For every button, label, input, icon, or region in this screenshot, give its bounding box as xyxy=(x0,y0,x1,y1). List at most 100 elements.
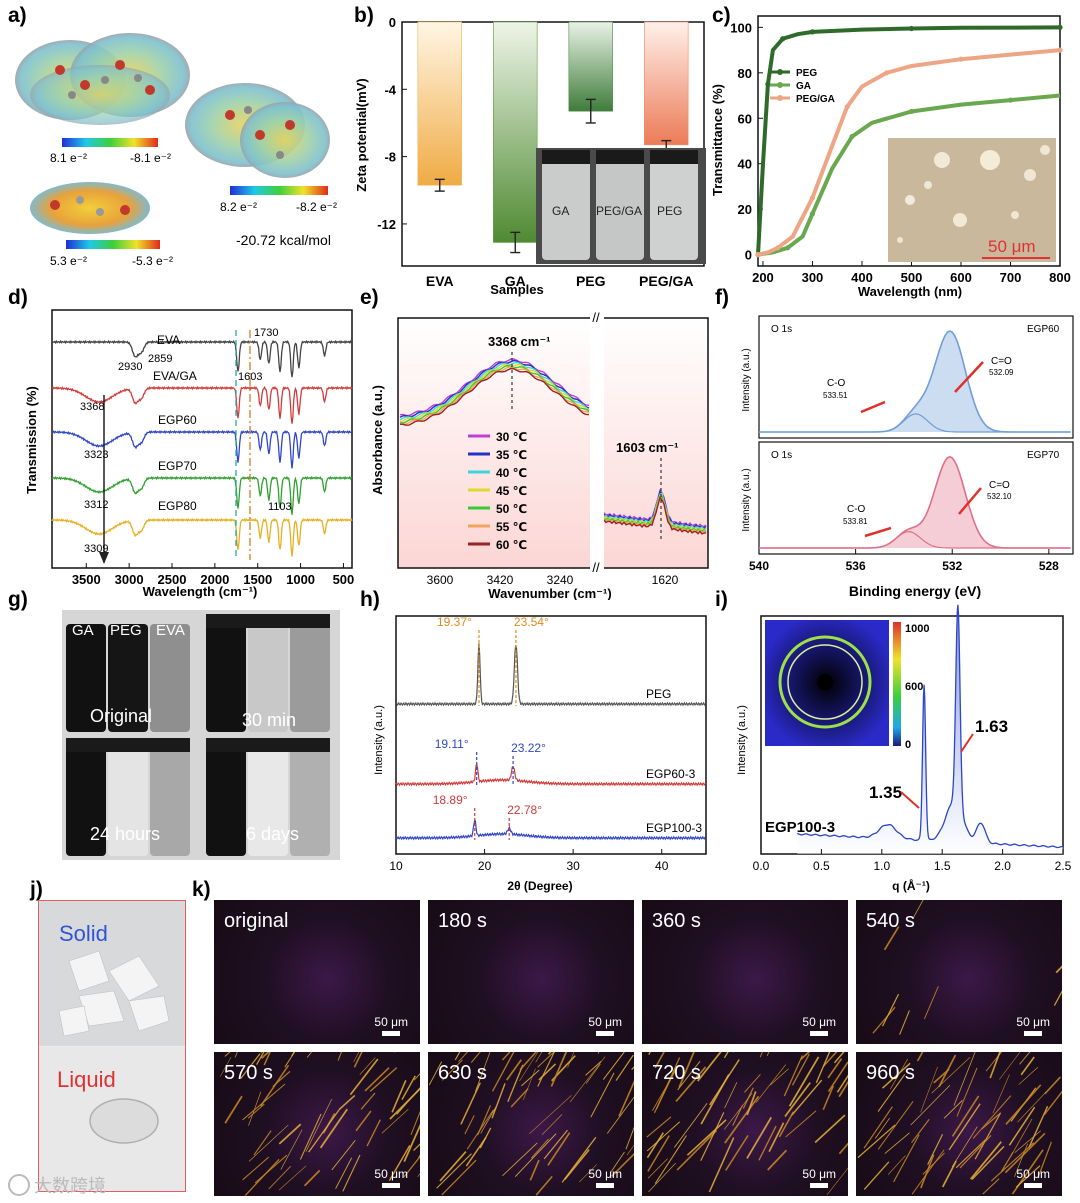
micrograph-570-s: 570 s 50 μm xyxy=(214,1052,420,1196)
crystal-needle xyxy=(951,1126,978,1168)
crystal-needle xyxy=(610,1151,625,1172)
crystal-needle xyxy=(631,1066,634,1071)
esp-colorbar-1 xyxy=(62,138,158,147)
watermark-icon xyxy=(8,1174,30,1196)
crystal-needle xyxy=(464,1115,475,1135)
c-point-2-2 xyxy=(775,245,781,251)
c-point-1-2 xyxy=(785,245,791,251)
e-legend-label-6: 60 ℃ xyxy=(496,538,527,552)
esp-scale3-min: 8.2 e⁻² xyxy=(220,200,257,214)
micrograph-630-s: 630 s 50 μm xyxy=(428,1052,634,1196)
crystal-needle xyxy=(240,1053,261,1079)
f-co-component-0 xyxy=(759,413,1071,433)
scale-bar-line xyxy=(382,1183,401,1188)
crystal-needle xyxy=(911,1119,930,1144)
crystal-needle xyxy=(460,1082,481,1125)
crystal-needle xyxy=(305,1098,333,1152)
d-label-egp70: EGP70 xyxy=(158,459,197,473)
bar-peg-ga xyxy=(644,21,689,146)
solid-flakes xyxy=(58,950,170,1037)
micrograph-scale-bar: 50 μm xyxy=(802,1015,836,1036)
crystal-needle xyxy=(989,1052,1001,1079)
crystal-needle xyxy=(646,1132,665,1159)
d-ann-3312: 3312 xyxy=(84,499,108,511)
crystal-needle xyxy=(260,1052,270,1059)
crystal-needle xyxy=(268,1165,292,1190)
micrograph-time-label: 540 s xyxy=(866,910,915,932)
d-xtick-label-0: 3500 xyxy=(72,572,101,587)
panel-i: 1000 600 0 EGP100-3 1.35 1.63 0.0 0.5 1.0 1… xyxy=(715,600,1080,900)
c-point-2-0 xyxy=(755,252,761,258)
c-point-1-4 xyxy=(809,211,816,217)
panel-label-j: j) xyxy=(30,878,43,901)
scale-bar-label: 50 μm xyxy=(1016,1167,1050,1181)
esp-scale1-min: 8.1 e⁻² xyxy=(50,151,87,165)
crystal-needle xyxy=(1055,965,1062,974)
bar-eva xyxy=(417,21,462,186)
axis-break-bottom: // xyxy=(592,560,600,575)
c-xlabel: Wavelength (nm) xyxy=(858,284,962,299)
crystal-needle xyxy=(815,1052,831,1084)
crystal-needle xyxy=(899,1010,910,1035)
crystal-needle xyxy=(955,1139,986,1169)
crystal-needle xyxy=(585,1060,602,1076)
crystal-needle xyxy=(403,1155,420,1178)
crystal-needle xyxy=(883,926,900,951)
crystal-needle xyxy=(769,1068,789,1086)
crystal-needle xyxy=(943,1100,963,1119)
crystal-needle xyxy=(784,1082,811,1118)
d-ann-1730: 1730 xyxy=(254,327,278,339)
crystal-needle xyxy=(648,1052,651,1055)
crystal-needle xyxy=(1015,1165,1041,1188)
crystal-needle xyxy=(388,1145,411,1181)
d-label-egp60: EGP60 xyxy=(158,413,197,427)
d-xtick-label-6: 500 xyxy=(333,572,355,587)
c-inset-scale: 50 μm xyxy=(988,237,1036,256)
crystal-needle xyxy=(836,1074,848,1093)
f1-ceqo: C=O xyxy=(991,356,1012,367)
chart-zeta-potential: 0 -4 -8 -12 EVA GA PEG PEG/GA GA PEG/GA PEG Sam… xyxy=(354,15,706,297)
crystal-needle xyxy=(881,1062,911,1089)
colorbar-min: 0 xyxy=(905,739,911,751)
crystal-needle xyxy=(959,1134,992,1169)
chart-ftir: 3500 3000 2500 2000 1500 1000 500 EVA EVA/GA E… xyxy=(24,309,355,599)
crystal-needle xyxy=(418,1154,420,1159)
crystal-needle xyxy=(1044,1076,1061,1095)
panel-h: PEG 19.37° 23.54° EGP60-3 19.11° 23.22° EGP100… xyxy=(360,600,715,900)
vial-time-6days: 6 days xyxy=(246,824,300,844)
f1-name: EGP60 xyxy=(1027,324,1060,335)
f-xtick-label-3: 528 xyxy=(1039,559,1059,573)
crystal-needle xyxy=(912,900,924,919)
i-xtick-label-3: 1.5 xyxy=(934,859,951,873)
c-plot-frame xyxy=(757,15,1061,267)
micrograph-scale-bar: 50 μm xyxy=(374,1167,408,1188)
c-xtick-label-0: 200 xyxy=(752,270,774,285)
scale-bar-line xyxy=(1024,1183,1043,1188)
crystal-needle xyxy=(529,1159,540,1181)
panel-label-a: a) xyxy=(8,4,27,27)
panel-label-b: b) xyxy=(354,4,374,27)
inset-label-ga: GA xyxy=(552,204,569,218)
crystal-needle xyxy=(618,1080,634,1117)
crystal-needle xyxy=(686,1119,727,1156)
micrograph-960-s: 960 s 50 μm xyxy=(856,1052,1062,1196)
i-ylabel: Intensity (a.u.) xyxy=(736,705,748,775)
crystal-needle xyxy=(923,986,939,1020)
crystal-needle xyxy=(767,1149,788,1171)
crystal-needle xyxy=(253,1130,272,1156)
chart-xps: O 1s EGP60 C-O 533.51 C=O 532.09 O 1s EG… xyxy=(741,315,1074,599)
crystal-needle xyxy=(874,1117,890,1139)
h-xtick-label-2: 30 xyxy=(566,859,580,873)
crystal-needle xyxy=(677,1060,701,1091)
crystal-needle xyxy=(366,1119,381,1147)
crystal-needle xyxy=(920,1154,935,1189)
crystal-needles xyxy=(428,1052,634,1196)
panel-j-photos: Solid Liquid xyxy=(38,900,186,1192)
esp-map-eva-ga xyxy=(15,33,190,125)
d-ann-1103: 1103 xyxy=(268,501,292,513)
colorbar xyxy=(893,622,901,746)
crystal-needle xyxy=(441,1059,463,1081)
scale-bar-label: 50 μm xyxy=(374,1167,408,1181)
crystal-needle xyxy=(887,1155,906,1175)
esp-map-small-molecule xyxy=(30,182,150,234)
